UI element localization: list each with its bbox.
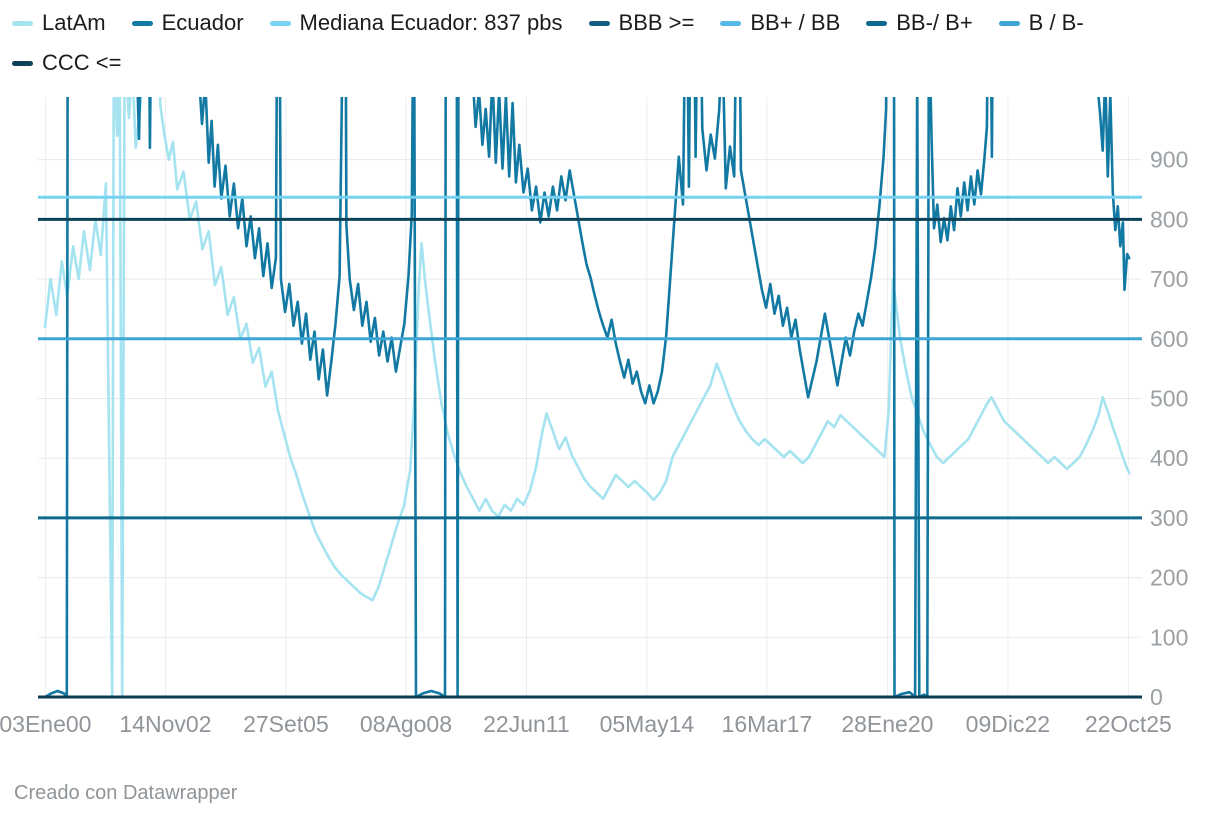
x-axis-tick-label: 16Mar17 [722, 711, 813, 737]
legend-swatch-icon [998, 20, 1020, 26]
series-line-latam [43, 97, 1131, 699]
legend: LatAm Ecuador Mediana Ecuador: 837 pbs BBB … [12, 10, 1162, 76]
x-axis-tick-label: 03Ene00 [0, 711, 91, 737]
legend-label: Mediana Ecuador: 837 pbs [299, 10, 563, 35]
x-axis-tick-label: 14Nov02 [119, 711, 211, 737]
y-axis-tick-label: 600 [1150, 326, 1188, 352]
y-axis-tick-label: 900 [1150, 147, 1188, 173]
x-axis-tick-label: 28Ene20 [841, 711, 933, 737]
legend-label: BBB >= [618, 10, 695, 35]
x-axis-tick-label: 27Set05 [243, 711, 329, 737]
legend-item: Mediana Ecuador: 837 pbs [269, 10, 563, 36]
y-axis-tick-label: 200 [1150, 565, 1188, 591]
series-line-ecuador [43, 97, 1131, 699]
legend-label: B / B- [1028, 10, 1084, 35]
legend-item: BBB >= [588, 10, 695, 36]
legend-item: BB+ / BB [720, 10, 840, 36]
legend-label: BB-/ B+ [896, 10, 973, 35]
legend-swatch-icon [12, 60, 33, 66]
y-axis-tick-label: 800 [1150, 206, 1188, 232]
legend-swatch-icon [720, 20, 742, 26]
legend-swatch-icon [269, 20, 291, 26]
x-axis-tick-label: 05May14 [600, 711, 695, 737]
y-axis-tick-label: 400 [1150, 445, 1188, 471]
legend-item: LatAm [12, 10, 106, 36]
y-axis-tick-label: 500 [1150, 385, 1188, 411]
legend-label: Ecuador [161, 10, 244, 35]
y-axis-tick-label: 0 [1150, 684, 1163, 710]
y-axis-tick-label: 100 [1150, 624, 1188, 650]
y-axis-tick-label: 300 [1150, 505, 1188, 531]
legend-swatch-icon [588, 20, 610, 26]
x-axis-tick-label: 22Jun11 [483, 711, 570, 737]
legend-label: BB+ / BB [750, 10, 841, 35]
legend-item: CCC <= [12, 50, 121, 76]
x-axis-tick-label: 09Dic22 [966, 711, 1050, 737]
legend-swatch-icon [131, 20, 153, 26]
legend-label: LatAm [42, 10, 106, 35]
x-axis-tick-label: 08Ago08 [360, 711, 452, 737]
legend-item: BB-/ B+ [866, 10, 973, 36]
legend-swatch-icon [12, 20, 33, 26]
y-axis-tick-label: 700 [1150, 266, 1188, 292]
footer-credit: Creado con Datawrapper [14, 782, 238, 804]
legend-swatch-icon [866, 20, 888, 26]
legend-item: B / B- [998, 10, 1084, 36]
legend-label: CCC <= [42, 50, 122, 75]
legend-item: Ecuador [131, 10, 244, 36]
x-axis-tick-label: 22Oct25 [1085, 711, 1172, 737]
